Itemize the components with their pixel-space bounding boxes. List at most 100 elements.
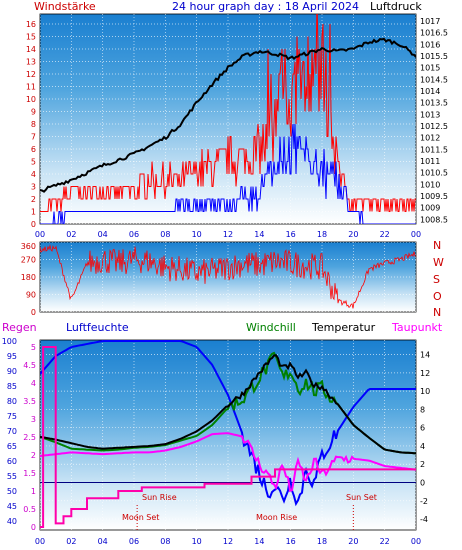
wind-tick-label: 14 — [26, 45, 36, 54]
humidity-tick-label: 55 — [7, 472, 17, 481]
temperature-tick-label: 10 — [420, 387, 430, 396]
temperature-tick-label: -2 — [420, 497, 428, 506]
sunrise-label: Sun Rise — [142, 493, 177, 502]
direction-tick-label: 0 — [31, 308, 36, 317]
rain-tick-label: 5 — [31, 343, 36, 352]
wind-tick-label: 13 — [26, 58, 36, 67]
time-tick-label: 04 — [98, 537, 108, 546]
time-tick-label: 00 — [411, 230, 421, 239]
time-tick-label: 18 — [317, 230, 327, 239]
time-tick-label: 12 — [223, 230, 233, 239]
temperature-tick-label: 8 — [420, 405, 425, 414]
rain-tick-label: 0 — [31, 523, 36, 532]
wind-tick-label: 7 — [31, 133, 36, 142]
time-tick-label: 14 — [254, 230, 264, 239]
pressure-tick-label: 1013 — [420, 110, 440, 119]
wind-tick-label: 11 — [26, 83, 36, 92]
wind-label: Windstärke — [34, 0, 96, 13]
time-tick-label: 02 — [66, 537, 76, 546]
temperature-tick-label: 4 — [420, 442, 425, 451]
time-tick-label: 00 — [35, 537, 45, 546]
wind-speed-line — [40, 123, 416, 224]
humidity-tick-label: 50 — [7, 487, 17, 496]
temperature-line — [40, 354, 416, 455]
wind-tick-label: 4 — [31, 170, 36, 179]
time-tick-label: 00 — [35, 230, 45, 239]
temperature-tick-label: 14 — [420, 351, 430, 360]
humidity-tick-label: 65 — [7, 442, 17, 451]
time-tick-label: 00 — [411, 537, 421, 546]
pressure-tick-label: 1011 — [420, 157, 440, 166]
time-tick-label: 22 — [380, 230, 390, 239]
rain-tick-label: 2 — [31, 451, 36, 460]
time-tick-label: 20 — [348, 537, 358, 546]
direction-letter-n-bottom: N — [433, 306, 441, 319]
wind-gust-line — [40, 14, 416, 212]
rain-tick-label: 4.5 — [23, 361, 36, 370]
windchill-label: Windchill — [246, 321, 296, 334]
time-tick-label: 10 — [192, 230, 202, 239]
pressure-tick-label: 1015 — [420, 64, 440, 73]
rain-tick-label: 0.5 — [23, 505, 36, 514]
temperature-tick-label: 0 — [420, 479, 425, 488]
direction-letter-o: O — [433, 290, 442, 303]
wind-tick-label: 10 — [26, 95, 36, 104]
wind-tick-label: 16 — [26, 20, 36, 29]
wind-tick-label: 0 — [31, 220, 36, 229]
temperature-label: Temperatur — [311, 321, 376, 334]
pressure-tick-label: 1010.5 — [420, 169, 448, 178]
time-tick-label: 20 — [348, 230, 358, 239]
sunset-label: Sun Set — [346, 493, 377, 502]
wind-direction-panel — [39, 241, 417, 313]
direction-tick-label: 90 — [26, 291, 36, 300]
pressure-tick-label: 1010 — [420, 180, 440, 189]
time-tick-label: 08 — [160, 230, 170, 239]
pressure-tick-label: 1016 — [420, 40, 440, 49]
direction-tick-label: 180 — [21, 273, 36, 282]
pressure-tick-label: 1012.5 — [420, 122, 448, 131]
wind-tick-label: 2 — [31, 195, 36, 204]
humidity-tick-label: 75 — [7, 412, 17, 421]
pressure-tick-label: 1016.5 — [420, 29, 448, 38]
humidity-tick-label: 90 — [7, 367, 17, 376]
page-title: 24 hour graph day : 18 April 2024 — [172, 0, 359, 13]
time-tick-label: 22 — [380, 537, 390, 546]
pressure-tick-label: 1009.5 — [420, 192, 448, 201]
pressure-tick-label: 1015.5 — [420, 52, 448, 61]
direction-tick-label: 360 — [21, 242, 36, 251]
pressure-tick-label: 1017 — [420, 17, 440, 26]
rain-tick-label: 1.5 — [23, 469, 36, 478]
humidity-line — [40, 340, 416, 507]
pressure-tick-label: 1013.5 — [420, 99, 448, 108]
temperature-tick-label: 12 — [420, 369, 430, 378]
wind-direction-line — [40, 244, 416, 309]
pressure-label: Luftdruck — [370, 0, 422, 13]
wind-tick-label: 5 — [31, 158, 36, 167]
wind-tick-label: 15 — [26, 33, 36, 42]
temperature-tick-label: 6 — [420, 424, 425, 433]
time-tick-label: 12 — [223, 537, 233, 546]
rain-label: Regen — [2, 321, 37, 334]
dewpoint-line — [40, 432, 416, 493]
dewpoint-label: Taupunkt — [391, 321, 443, 334]
temperature-tick-label: 2 — [420, 460, 425, 469]
rain-tick-label: 4 — [31, 379, 36, 388]
rain-tick-label: 3.5 — [23, 397, 36, 406]
direction-letter-n-top: N — [433, 239, 441, 252]
rain-tick-label: 2.5 — [23, 433, 36, 442]
pressure-tick-label: 1014 — [420, 87, 440, 96]
wind-tick-label: 1 — [31, 208, 36, 217]
pressure-tick-label: 1012 — [420, 134, 440, 143]
time-tick-label: 16 — [286, 230, 296, 239]
wind-tick-label: 6 — [31, 145, 36, 154]
direction-tick-label: 270 — [21, 256, 36, 265]
pressure-tick-label: 1009 — [420, 204, 440, 213]
rain-tick-label: 1 — [31, 487, 36, 496]
rain-tick-label: 3 — [31, 415, 36, 424]
humidity-tick-label: 80 — [7, 397, 17, 406]
direction-letter-s: S — [433, 273, 440, 286]
humidity-tick-label: 60 — [7, 457, 17, 466]
time-tick-label: 04 — [98, 230, 108, 239]
humidity-tick-label: 45 — [7, 502, 17, 511]
